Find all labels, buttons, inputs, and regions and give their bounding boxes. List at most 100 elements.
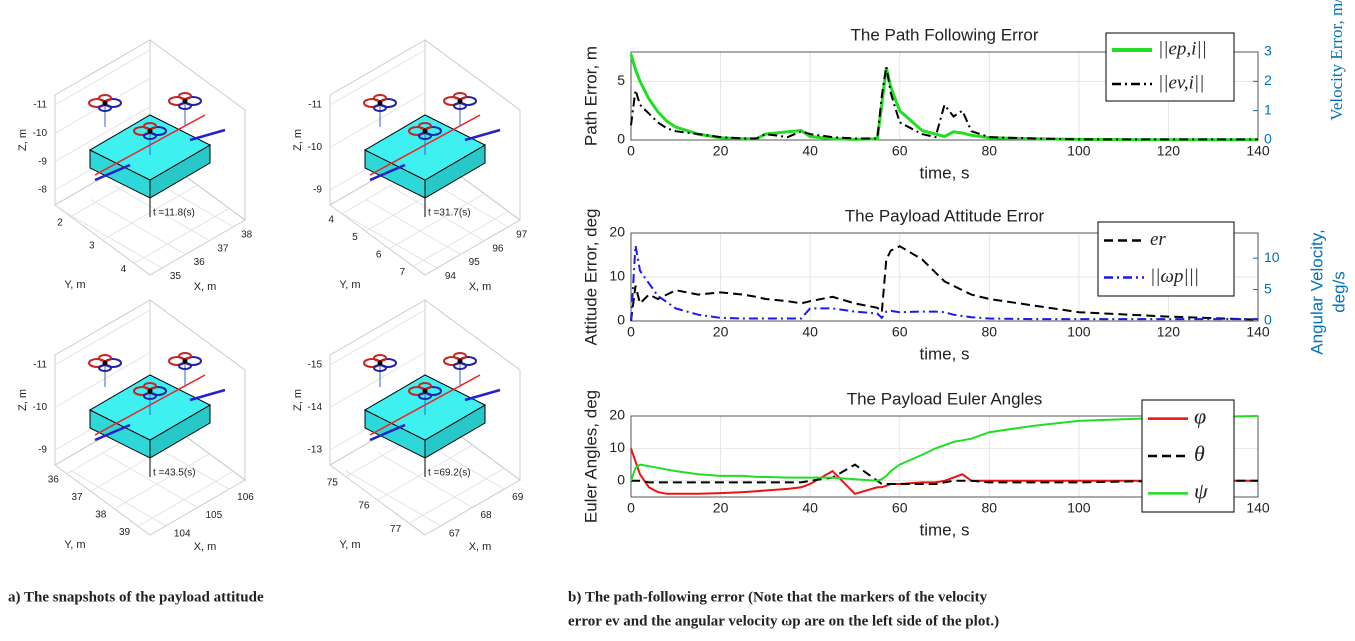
x-tick-label: 100 (1067, 324, 1091, 340)
x-tick-label: 100 (1067, 143, 1091, 159)
x-axis-label: X, m (194, 541, 217, 553)
y-tick-label: 5 (352, 232, 358, 243)
rotor (179, 93, 191, 99)
x-tick-label: 60 (892, 143, 908, 159)
x-tick-label: 40 (802, 324, 818, 340)
rotor (179, 353, 191, 359)
time-label: t =43.5(s) (153, 468, 196, 479)
z-grid-line (330, 310, 425, 365)
hub (458, 99, 463, 104)
legend-label: ||ωp||| (1150, 266, 1199, 287)
rotor (374, 355, 386, 361)
hub (103, 361, 108, 366)
x-axis-label: X, m (469, 541, 492, 553)
y-axis-label: Y, m (64, 279, 85, 291)
y2-tick-label: 1 (1264, 101, 1272, 117)
y-tick-label: 4 (121, 264, 127, 275)
x-tick-label: 94 (445, 271, 457, 282)
x-tick-label: 20 (713, 324, 729, 340)
time-label: t =31.7(s) (428, 208, 471, 219)
z-tick-label: -9 (313, 185, 322, 196)
hub (148, 389, 153, 394)
y2-axis-label: Velocity Error, m/s (1327, 0, 1346, 121)
x-axis-label: X, m (194, 281, 217, 293)
rotor (99, 355, 111, 361)
x-tick-label: 37 (217, 243, 229, 254)
x-tick-label: 80 (981, 324, 997, 340)
x-axis-label: time, s (919, 520, 969, 539)
x-tick-label: 120 (1157, 143, 1181, 159)
body-axis (465, 130, 500, 140)
x-tick-label: 0 (627, 500, 635, 516)
x-tick-label: 0 (627, 324, 635, 340)
y-tick-label: 7 (400, 267, 406, 278)
z-tick-label: -8 (38, 185, 47, 196)
y-tick-label: 36 (48, 474, 60, 485)
x-tick-label: 60 (892, 500, 908, 516)
z-tick-label: -11 (33, 100, 47, 111)
rotor (374, 95, 386, 101)
z-axis-label: Z, m (17, 129, 29, 151)
y-tick-label: 75 (327, 477, 339, 488)
z-tick-label: -11 (33, 360, 47, 371)
body-axis (190, 130, 225, 140)
x-tick-label: 36 (194, 257, 206, 268)
y-tick-label: 38 (95, 509, 107, 520)
hub (378, 361, 383, 366)
x-tick-label: 40 (802, 500, 818, 516)
z-tick-label: -11 (308, 100, 322, 111)
caption-a: a) The snapshots of the payload attitude (8, 589, 264, 605)
y-tick-label: 6 (376, 249, 382, 260)
y-tick-label: 0 (617, 472, 625, 488)
rotor (454, 353, 466, 359)
y-tick-label: 76 (358, 501, 370, 512)
x-tick-label: 97 (516, 230, 528, 241)
rotor (99, 95, 111, 101)
time-label: t =11.8(s) (153, 208, 195, 219)
y-tick-label: 20 (609, 224, 625, 240)
y-tick-label: 37 (72, 492, 84, 503)
y-tick-label: 2 (57, 217, 63, 228)
figure: a) The snapshots of the payload attitude… (0, 0, 1355, 636)
z-tick-label: -14 (308, 402, 323, 413)
y2-tick-label: 5 (1264, 280, 1272, 296)
z-tick-label: -9 (38, 445, 47, 456)
x-tick-label: 35 (170, 271, 182, 282)
z-tick-label: -10 (308, 142, 323, 153)
x-axis-label: X, m (469, 281, 492, 293)
x-tick-label: 120 (1157, 324, 1181, 340)
y-axis-label: Path Error, m (581, 46, 600, 146)
z-tick-label: -10 (33, 402, 48, 413)
x-tick-label: 106 (237, 492, 254, 503)
x-tick-label: 96 (492, 243, 504, 254)
snapshot: -15-14-13Z, m757677Y, m676869X, mt =69.2… (292, 300, 524, 553)
x-tick-label: 140 (1246, 500, 1270, 516)
y-tick-label: 0 (617, 131, 625, 147)
z-axis-label: Z, m (292, 389, 304, 411)
y-axis-label: Attitude Error, deg (581, 208, 600, 345)
hub (378, 101, 383, 106)
y2-tick-label: 2 (1264, 72, 1272, 88)
x-tick-label: 20 (713, 500, 729, 516)
y-tick-label: 0 (617, 312, 625, 328)
x-tick-label: 67 (449, 528, 461, 539)
z-tick-label: -10 (33, 128, 48, 139)
legend-label: φ (1194, 404, 1206, 429)
y-axis-label: Y, m (64, 539, 85, 551)
snapshot: -11-10-9Z, m4567Y, m94959697X, mt =31.7(… (292, 40, 528, 293)
caption-b: b) The path-following error (Note that t… (568, 589, 988, 605)
x-tick-label: 38 (241, 230, 253, 241)
x-axis-label: time, s (919, 163, 969, 182)
legend-label: ψ (1194, 478, 1208, 503)
x-tick-label: 95 (469, 257, 481, 268)
x-tick-label: 105 (206, 510, 223, 521)
y-tick-label: 10 (609, 439, 625, 455)
y2-axis-label: Angular Velocity, (1307, 229, 1326, 354)
z-grid-line (55, 50, 150, 105)
x-tick-label: 60 (892, 324, 908, 340)
x-tick-label: 40 (802, 143, 818, 159)
x-tick-label: 100 (1067, 500, 1091, 516)
y2-tick-label: 0 (1264, 312, 1272, 328)
z-axis-label: Z, m (292, 129, 304, 151)
